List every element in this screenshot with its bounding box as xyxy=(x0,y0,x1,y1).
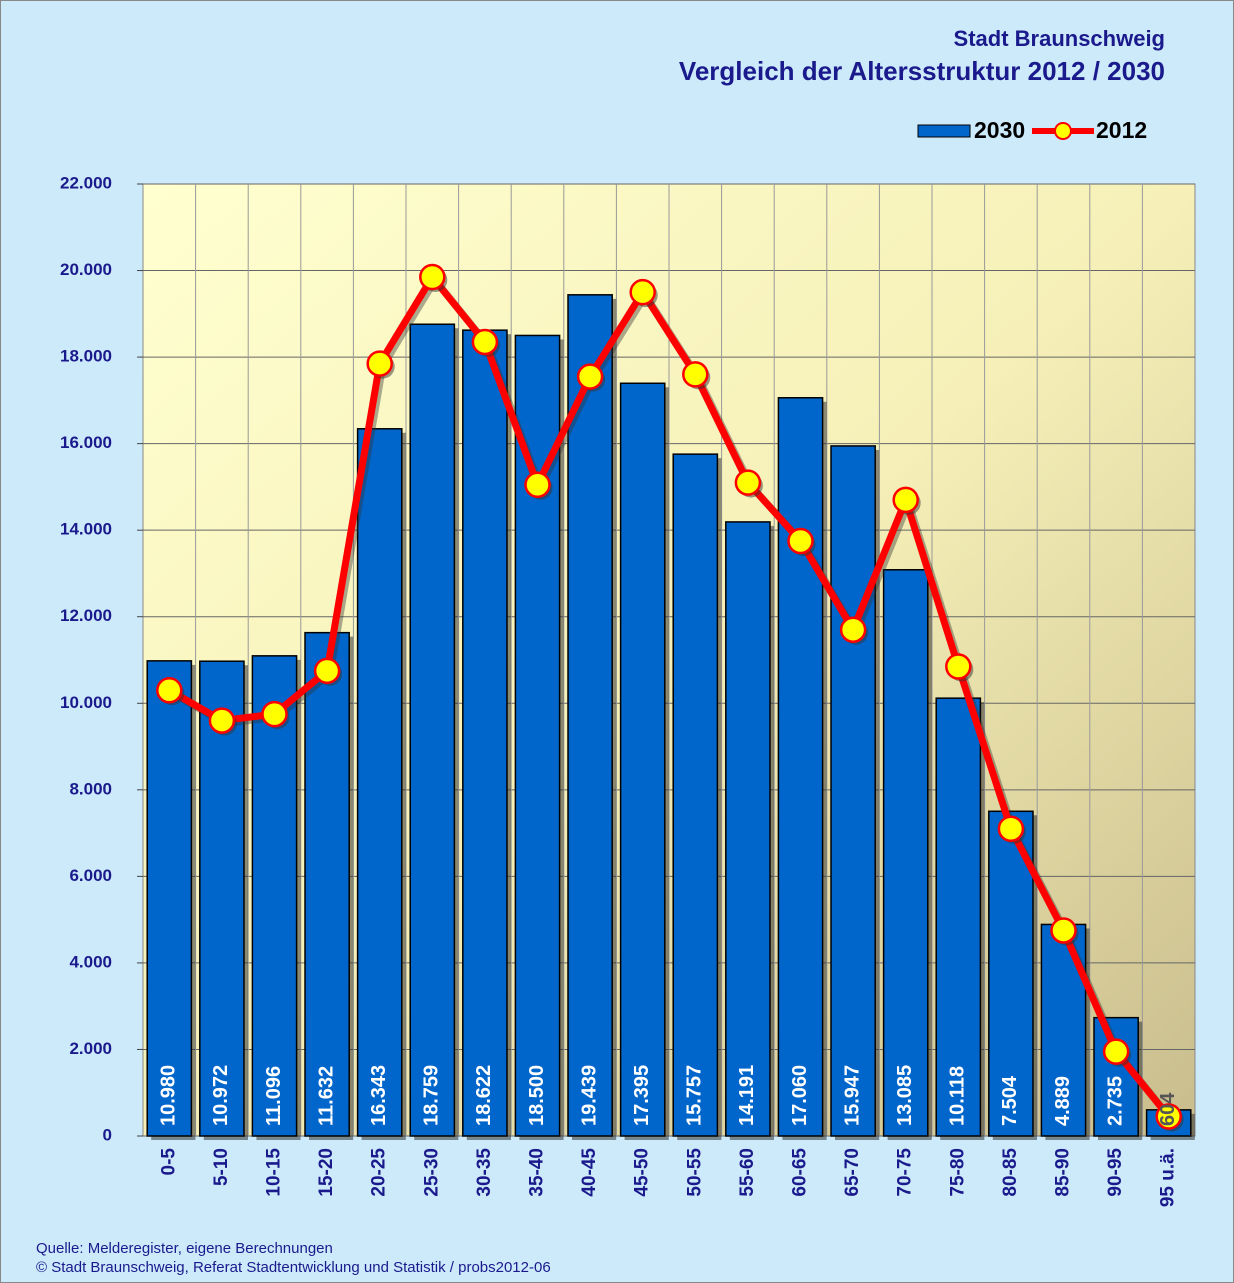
x-tick-label: 75-80 xyxy=(947,1148,968,1197)
x-tick-label: 40-45 xyxy=(579,1148,600,1197)
marker xyxy=(1155,1103,1182,1130)
x-tick-label: 60-65 xyxy=(790,1148,811,1197)
marker xyxy=(208,707,236,734)
data-label: 17.060 xyxy=(789,1065,811,1126)
data-label: 19.439 xyxy=(578,1065,600,1126)
bar xyxy=(619,382,666,1137)
y-tick-label: 12.000 xyxy=(60,606,112,625)
bar xyxy=(935,697,982,1137)
marker xyxy=(261,700,288,728)
legend-label: 2030 xyxy=(974,117,1025,143)
bar xyxy=(725,521,771,1137)
data-label: 2.735 xyxy=(1104,1076,1126,1126)
data-label: 13.085 xyxy=(894,1065,916,1126)
bar xyxy=(199,660,245,1137)
marker xyxy=(892,486,919,514)
bar xyxy=(882,569,929,1137)
bar xyxy=(304,631,350,1137)
bar xyxy=(988,810,1034,1137)
marker xyxy=(1050,917,1077,944)
bar xyxy=(409,323,456,1137)
data-label: 18.500 xyxy=(526,1065,548,1126)
x-tick-label: 55-60 xyxy=(737,1148,758,1197)
marker xyxy=(997,815,1025,843)
marker xyxy=(313,657,341,685)
marker xyxy=(524,471,551,498)
y-tick-label: 16.000 xyxy=(60,433,112,452)
data-label: 11.632 xyxy=(315,1066,337,1126)
y-tick-label: 4.000 xyxy=(69,952,112,971)
marker xyxy=(945,653,972,680)
data-label: 4.889 xyxy=(1052,1076,1074,1126)
y-tick-label: 6.000 xyxy=(69,866,112,885)
marker xyxy=(471,328,499,356)
bar xyxy=(777,397,824,1137)
x-tick-label: 20-25 xyxy=(369,1148,390,1197)
marker xyxy=(576,363,604,390)
line xyxy=(167,273,1172,1119)
x-tick-label: 90-95 xyxy=(1105,1148,1126,1197)
y-tick-label: 8.000 xyxy=(69,779,112,798)
x-tick-label: 45-50 xyxy=(632,1148,653,1197)
marker xyxy=(419,263,446,291)
x-tick-label: 95 u.ä. xyxy=(1158,1148,1179,1207)
marker xyxy=(734,469,762,496)
data-label: 10.980 xyxy=(158,1065,180,1126)
y-tick-label: 20.000 xyxy=(60,260,112,279)
bar xyxy=(567,294,613,1137)
legend-swatch xyxy=(917,124,971,138)
x-tick-label: 70-75 xyxy=(895,1148,916,1197)
chart-subtitle: Vergleich der Altersstruktur 2012 / 2030 xyxy=(679,56,1165,86)
marker xyxy=(366,350,393,377)
source-note: Quelle: Melderegister, eigene Berechnung… xyxy=(36,1240,333,1257)
data-label: 10.118 xyxy=(947,1066,969,1126)
data-label: 10.972 xyxy=(210,1065,232,1126)
x-tick-label: 10-15 xyxy=(264,1148,285,1197)
data-label: 15.947 xyxy=(841,1065,863,1126)
bar xyxy=(514,334,561,1137)
marker xyxy=(629,278,656,306)
marker xyxy=(787,527,814,555)
legend-marker xyxy=(1054,122,1072,140)
bar xyxy=(672,453,719,1137)
marker xyxy=(1102,1038,1130,1065)
x-tick-label: 65-70 xyxy=(842,1148,863,1197)
data-label: 16.343 xyxy=(368,1065,390,1126)
y-tick-label: 22.000 xyxy=(60,173,112,192)
marker xyxy=(156,677,183,704)
x-tick-label: 35-40 xyxy=(527,1148,548,1197)
source-note: © Stadt Braunschweig, Referat Stadtentwi… xyxy=(36,1259,551,1276)
x-tick-label: 5-10 xyxy=(211,1148,232,1186)
chart-title: Stadt Braunschweig xyxy=(954,26,1165,51)
data-label: 7.504 xyxy=(999,1075,1021,1126)
x-tick-label: 30-35 xyxy=(474,1148,495,1197)
data-label: 15.757 xyxy=(684,1065,706,1126)
marker xyxy=(839,616,867,643)
bar xyxy=(146,660,193,1137)
x-tick-label: 85-90 xyxy=(1053,1148,1074,1197)
x-tick-label: 80-85 xyxy=(1000,1148,1021,1197)
marker xyxy=(682,361,709,388)
y-tick-label: 0 xyxy=(103,1125,112,1144)
bar xyxy=(462,329,508,1137)
data-label: 17.395 xyxy=(631,1065,653,1126)
y-tick-label: 14.000 xyxy=(60,520,112,539)
x-tick-label: 50-55 xyxy=(684,1148,705,1197)
data-label: 18.759 xyxy=(421,1065,443,1126)
data-label: 604 xyxy=(1157,1092,1179,1126)
x-tick-label: 25-30 xyxy=(421,1148,442,1197)
data-label: 14.191 xyxy=(736,1065,758,1126)
bar xyxy=(830,445,876,1137)
y-tick-label: 2.000 xyxy=(69,1039,112,1058)
x-tick-label: 0-5 xyxy=(158,1148,179,1176)
bar xyxy=(356,428,403,1137)
legend-label: 2012 xyxy=(1096,117,1147,143)
y-tick-label: 18.000 xyxy=(60,347,112,366)
data-label: 11.096 xyxy=(263,1066,285,1126)
x-tick-label: 15-20 xyxy=(316,1148,337,1197)
data-label: 18.622 xyxy=(473,1065,495,1126)
y-tick-label: 10.000 xyxy=(60,693,112,712)
bar xyxy=(251,655,298,1137)
